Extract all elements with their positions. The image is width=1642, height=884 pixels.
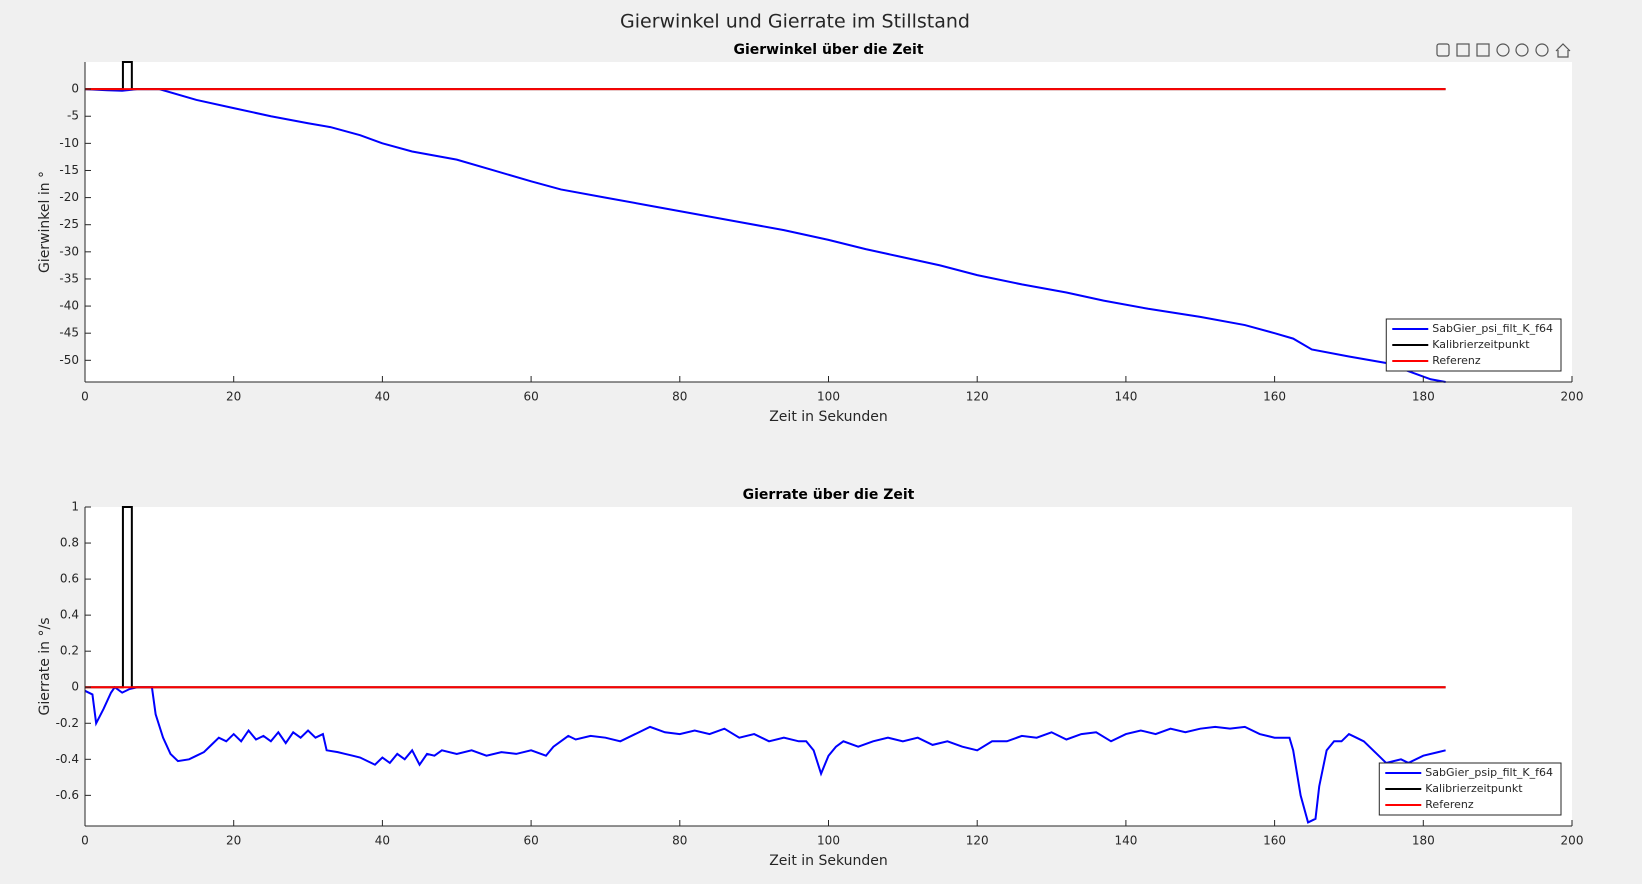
y-tick-label: -0.2 [56,716,79,730]
x-tick-label: 200 [1561,834,1584,848]
y-tick-label: -10 [59,136,79,150]
series-group [85,506,1446,824]
y-tick-label: -35 [59,271,79,285]
x-tick-label: 0 [81,834,89,848]
tool-pan[interactable] [1496,43,1510,57]
tool-zoom-out[interactable] [1535,43,1549,57]
legend: SabGier_psip_filt_K_f64 Kalibrierzeitpunk… [1378,762,1562,816]
x-tick-label: 20 [226,390,241,404]
x-tick-label: 180 [1412,390,1435,404]
x-tick-label: 20 [226,834,241,848]
x-tick-label: 40 [375,390,390,404]
x-tick-label: 160 [1263,834,1286,848]
x-tick-label: 180 [1412,834,1435,848]
x-axis-label: Zeit in Sekunden [769,853,888,869]
y-tick-label: -40 [59,299,79,313]
axes-title: Gierrate über die Zeit [743,487,915,503]
legend-label: SabGier_psi_filt_K_f64 [1432,322,1553,335]
plot-area [85,507,1572,826]
series-line [85,685,1446,824]
x-tick-label: 40 [375,834,390,848]
y-axis-label: Gierrate in °/s [37,618,53,716]
y-tick-label: 0 [71,680,79,694]
y-tick-label: -20 [59,190,79,204]
x-tick-label: 80 [672,390,687,404]
x-tick-label: 200 [1561,390,1584,404]
y-tick-label: -25 [59,217,79,231]
y-tick-label: 0.8 [60,536,79,550]
series-line [85,88,1446,383]
legend-label: Kalibrierzeitpunkt [1425,782,1523,795]
y-tick-label: -5 [67,109,79,123]
x-tick-label: 60 [523,390,538,404]
x-tick-label: 80 [672,834,687,848]
y-tick-label: -50 [59,353,79,367]
y-tick-label: -0.4 [56,752,79,766]
tool-zoom-in[interactable] [1515,43,1529,57]
y-tick-label: -15 [59,163,79,177]
y-tick-label: 0.4 [60,608,79,622]
y-tick-label: -0.6 [56,788,79,802]
x-tick-label: 100 [817,834,840,848]
x-tick-label: 100 [817,390,840,404]
x-tick-label: 60 [523,834,538,848]
legend-label: Referenz [1425,798,1474,811]
x-axis-label: Zeit in Sekunden [769,409,888,425]
x-tick-label: 140 [1114,834,1137,848]
y-tick-label: -30 [59,244,79,258]
legend-label: Referenz [1432,354,1481,367]
tool-brush[interactable] [1436,43,1450,57]
y-tick-label: 1 [71,500,79,514]
y-axis-label: Gierwinkel in ° [37,171,53,273]
x-tick-label: 120 [966,390,989,404]
legend-label: SabGier_psip_filt_K_f64 [1425,766,1553,779]
tool-datatip[interactable] [1456,43,1470,57]
y-tick-label: 0 [71,82,79,96]
figure-title: Gierwinkel und Gierrate im Stillstand [620,11,970,33]
plot-area [85,62,1572,382]
y-tick-label: 0.2 [60,644,79,658]
y-tick-label: -45 [59,326,79,340]
x-tick-label: 140 [1114,390,1137,404]
tool-legend[interactable] [1476,43,1490,57]
legend-label: Kalibrierzeitpunkt [1432,338,1530,351]
series-group [85,61,1446,383]
axes-title: Gierwinkel über die Zeit [733,42,923,58]
toolbar[interactable] [1436,43,1571,58]
legend: SabGier_psi_filt_K_f64 Kalibrierzeitpunkt… [1385,318,1562,372]
tool-home[interactable] [1555,43,1571,58]
x-tick-label: 120 [966,834,989,848]
x-tick-label: 160 [1263,390,1286,404]
x-tick-label: 0 [81,390,89,404]
y-tick-label: 0.6 [60,572,79,586]
